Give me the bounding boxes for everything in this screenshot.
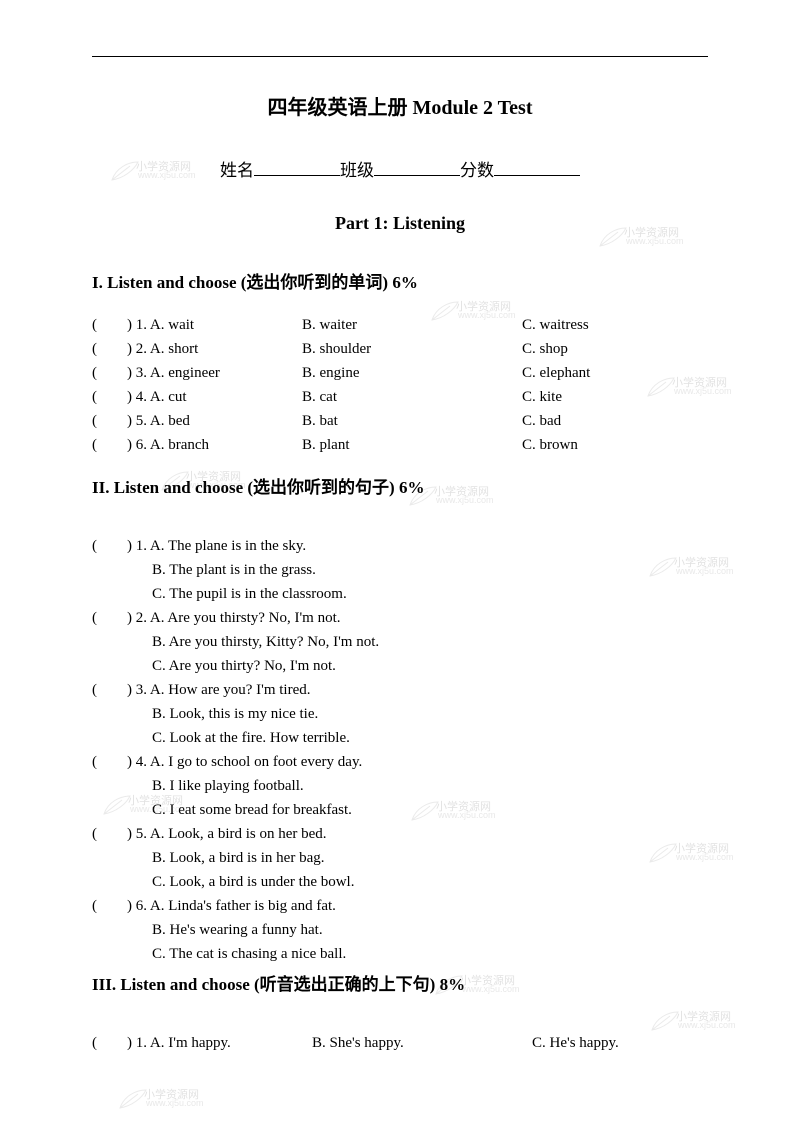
opt-b: B. plant xyxy=(302,433,522,457)
score-blank[interactable] xyxy=(494,160,580,176)
opt-c: C. shop xyxy=(522,337,708,361)
opt-c: C. kite xyxy=(522,385,708,409)
opt-a: ( ) 1. A. I'm happy. xyxy=(92,1031,312,1055)
opt-a: ( ) 5. A. Look, a bird is on her bed. xyxy=(92,822,708,846)
opt-b: B. shoulder xyxy=(302,337,522,361)
section1-body: ( ) 1. A. wait B. waiter C. waitress ( )… xyxy=(92,313,708,457)
opt-b: B. Look, this is my nice tie. xyxy=(92,702,708,726)
question-block: ( ) 3. A. How are you? I'm tired. B. Loo… xyxy=(92,678,708,750)
question-block: ( ) 6. A. Linda's father is big and fat.… xyxy=(92,894,708,966)
table-row: ( ) 3. A. engineer B. engine C. elephant xyxy=(92,361,708,385)
opt-b: B. Are you thirsty, Kitty? No, I'm not. xyxy=(92,630,708,654)
question-block: ( ) 2. A. Are you thirsty? No, I'm not. … xyxy=(92,606,708,678)
name-label: 姓名 xyxy=(220,161,254,180)
document-title: 四年级英语上册 Module 2 Test xyxy=(92,91,708,120)
opt-c: C. brown xyxy=(522,433,708,457)
info-line: 姓名 班级 分数 xyxy=(92,156,708,181)
opt-b: B. cat xyxy=(302,385,522,409)
score-label: 分数 xyxy=(460,161,494,180)
section1-heading: I. Listen and choose (选出你听到的单词) 6% xyxy=(92,268,708,293)
opt-a: ( ) 1. A. wait xyxy=(92,313,302,337)
question-block: ( ) 5. A. Look, a bird is on her bed. B.… xyxy=(92,822,708,894)
watermark-url: www.xj5u.com xyxy=(146,1098,204,1108)
table-row: ( ) 1. A. I'm happy. B. She's happy. C. … xyxy=(92,1031,708,1055)
class-blank[interactable] xyxy=(374,160,460,176)
top-rule xyxy=(92,56,708,57)
opt-a: ( ) 3. A. How are you? I'm tired. xyxy=(92,678,708,702)
part-title: Part 1: Listening xyxy=(92,213,708,234)
opt-c: C. elephant xyxy=(522,361,708,385)
opt-b: B. I like playing football. xyxy=(92,774,708,798)
opt-a: ( ) 4. A. cut xyxy=(92,385,302,409)
opt-c: C. Are you thirty? No, I'm not. xyxy=(92,654,708,678)
opt-a: ( ) 5. A. bed xyxy=(92,409,302,433)
opt-a: ( ) 3. A. engineer xyxy=(92,361,302,385)
opt-a: ( ) 4. A. I go to school on foot every d… xyxy=(92,750,708,774)
name-blank[interactable] xyxy=(254,160,340,176)
class-label: 班级 xyxy=(340,161,374,180)
section2-heading: II. Listen and choose (选出你听到的句子) 6% xyxy=(92,473,708,498)
section2-body: ( ) 1. A. The plane is in the sky. B. Th… xyxy=(92,518,708,966)
page-container: 四年级英语上册 Module 2 Test 姓名 班级 分数 Part 1: Lis… xyxy=(0,0,800,1095)
opt-b: B. She's happy. xyxy=(312,1031,532,1055)
opt-c: C. waitress xyxy=(522,313,708,337)
opt-c: C. Look, a bird is under the bowl. xyxy=(92,870,708,894)
opt-b: B. waiter xyxy=(302,313,522,337)
table-row: ( ) 5. A. bed B. bat C. bad xyxy=(92,409,708,433)
opt-c: C. The pupil is in the classroom. xyxy=(92,582,708,606)
table-row: ( ) 4. A. cut B. cat C. kite xyxy=(92,385,708,409)
opt-a: ( ) 1. A. The plane is in the sky. xyxy=(92,534,708,558)
opt-b: B. Look, a bird is in her bag. xyxy=(92,846,708,870)
opt-b: B. He's wearing a funny hat. xyxy=(92,918,708,942)
opt-a: ( ) 6. A. branch xyxy=(92,433,302,457)
opt-a: ( ) 6. A. Linda's father is big and fat. xyxy=(92,894,708,918)
table-row: ( ) 2. A. short B. shoulder C. shop xyxy=(92,337,708,361)
opt-b: B. The plant is in the grass. xyxy=(92,558,708,582)
opt-c: C. He's happy. xyxy=(532,1031,708,1055)
opt-c: C. I eat some bread for breakfast. xyxy=(92,798,708,822)
opt-a: ( ) 2. A. Are you thirsty? No, I'm not. xyxy=(92,606,708,630)
table-row: ( ) 6. A. branch B. plant C. brown xyxy=(92,433,708,457)
opt-c: C. bad xyxy=(522,409,708,433)
question-block: ( ) 4. A. I go to school on foot every d… xyxy=(92,750,708,822)
opt-c: C. Look at the fire. How terrible. xyxy=(92,726,708,750)
section3-heading: III. Listen and choose (听音选出正确的上下句) 8% xyxy=(92,970,708,995)
opt-c: C. The cat is chasing a nice ball. xyxy=(92,942,708,966)
opt-a: ( ) 2. A. short xyxy=(92,337,302,361)
opt-b: B. bat xyxy=(302,409,522,433)
question-block: ( ) 1. A. The plane is in the sky. B. Th… xyxy=(92,534,708,606)
table-row: ( ) 1. A. wait B. waiter C. waitress xyxy=(92,313,708,337)
opt-b: B. engine xyxy=(302,361,522,385)
